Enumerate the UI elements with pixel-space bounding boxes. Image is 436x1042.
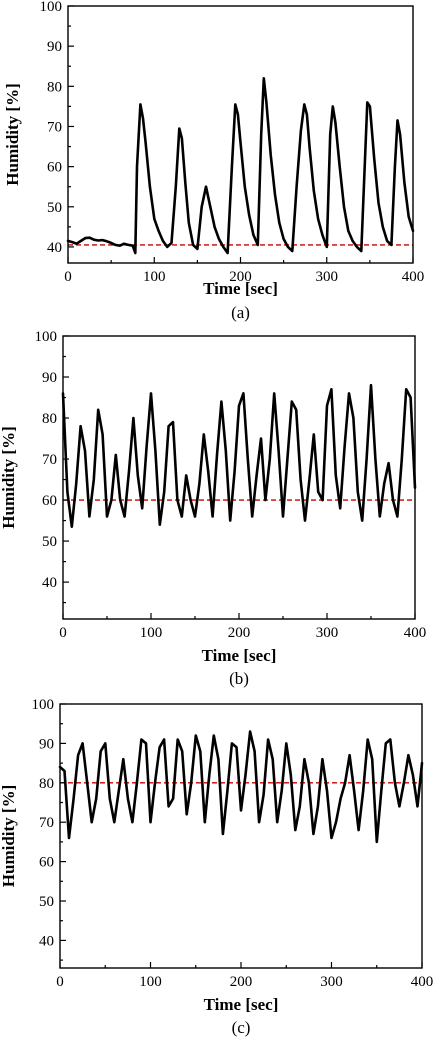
y-tick-label: 100: [32, 697, 55, 713]
y-tick-label: 100: [40, 0, 63, 15]
x-tick-label: 0: [64, 269, 72, 285]
y-tick-label: 80: [42, 411, 57, 427]
panel-caption: (a): [231, 303, 250, 322]
chart-panel-c: 0 100 200 300 400 40 50 60 70 80 90 100 Time [sec] Hu…: [0, 697, 433, 1037]
y-tick-label: 90: [39, 736, 54, 752]
x-tick-label: 300: [316, 625, 339, 641]
x-tick-label: 100: [139, 974, 162, 990]
x-tick-label: 100: [140, 625, 163, 641]
y-tick-label: 90: [42, 370, 57, 386]
y-tick-label: 60: [42, 493, 57, 509]
x-tick-label: 200: [230, 974, 253, 990]
x-tick-label: 400: [411, 974, 434, 990]
y-tick-label: 90: [47, 39, 62, 55]
y-tick-label: 70: [47, 119, 62, 135]
x-tick-label: 100: [143, 269, 166, 285]
series-line: [66, 77, 415, 255]
y-axis-label: Humidity [%]: [3, 83, 22, 185]
y-tick-label: 40: [39, 933, 54, 949]
y-tick-label: 60: [39, 855, 54, 871]
series-line: [58, 730, 424, 844]
y-tick-label: 70: [42, 452, 57, 468]
x-tick-label: 400: [402, 269, 425, 285]
y-axis-label: Humidity [%]: [0, 785, 18, 887]
x-tick-label: 200: [228, 625, 251, 641]
chart-panel-a: 0 100 200 300 400 40 50 60 70 80 90 100 Time [sec] Hu…: [3, 0, 424, 322]
x-tick-label: 300: [316, 269, 339, 285]
y-tick-label: 40: [42, 575, 57, 591]
x-axis-label: Time [sec]: [202, 646, 277, 665]
x-axis-label: Time [sec]: [203, 279, 278, 298]
y-tick-label: 50: [47, 200, 62, 216]
y-tick-label: 50: [39, 894, 54, 910]
panel-caption: (b): [229, 669, 249, 688]
y-tick-label: 80: [39, 776, 54, 792]
y-tick-label: 40: [47, 240, 62, 256]
x-tick-label: 400: [404, 625, 427, 641]
x-tick-label: 0: [56, 974, 64, 990]
panel-caption: (c): [232, 1018, 251, 1037]
chart-panel-b: 0 100 200 300 400 40 50 60 70 80 90 100 Time [sec] Hu…: [0, 329, 426, 688]
series-line: [61, 383, 417, 529]
x-tick-label: 0: [59, 625, 67, 641]
x-tick-label: 300: [320, 974, 343, 990]
x-axis-label: Time [sec]: [204, 995, 279, 1014]
plot-frame: [62, 335, 416, 620]
y-tick-label: 80: [47, 79, 62, 95]
y-tick-label: 100: [35, 329, 58, 345]
x-tick-label: 200: [229, 269, 252, 285]
y-axis-label: Humidity [%]: [0, 426, 18, 528]
y-tick-label: 70: [39, 815, 54, 831]
y-tick-label: 50: [42, 534, 57, 550]
y-tick-label: 60: [47, 160, 62, 176]
